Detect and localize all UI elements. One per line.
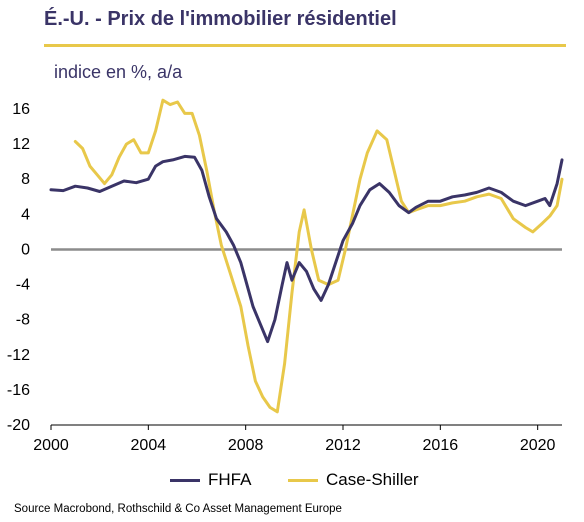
legend-case-shiller-swatch — [288, 479, 318, 483]
y-tick-label: -12 — [7, 347, 30, 364]
y-axis-label: indice en %, a/a — [54, 62, 183, 82]
x-tick-label: 2008 — [228, 437, 264, 454]
y-tick-label: 0 — [21, 241, 30, 258]
y-tick-label: -20 — [7, 417, 30, 434]
legend-fhfa-label: FHFA — [208, 470, 252, 489]
legend-case-shiller-label: Case-Shiller — [326, 470, 419, 489]
case-shiller-series-line — [73, 98, 564, 414]
x-tick-label: 2020 — [520, 437, 556, 454]
y-tick-label: 12 — [12, 136, 30, 153]
x-tick-label: 2012 — [325, 437, 361, 454]
y-tick-label: 16 — [12, 101, 30, 118]
y-tick-label: -16 — [7, 382, 30, 399]
y-tick-label: 4 — [21, 206, 30, 223]
chart-title: É.-U. - Prix de l'immobilier résidentiel — [44, 8, 397, 30]
x-tick-label: 2000 — [33, 437, 69, 454]
legend-case-shiller: Case-Shiller — [288, 470, 419, 490]
legend-fhfa-swatch — [170, 479, 200, 483]
source-note: Source Macrobond, Rothschild & Co Asset … — [14, 503, 342, 515]
x-tick-label: 2016 — [423, 437, 459, 454]
y-tick-label: -4 — [16, 277, 30, 294]
fhfa-series-line — [49, 154, 564, 344]
title-rule — [44, 44, 566, 47]
y-tick-label: -8 — [16, 312, 30, 329]
legend-fhfa: FHFA — [170, 470, 251, 490]
x-tick-label: 2004 — [131, 437, 167, 454]
y-tick-label: 8 — [21, 171, 30, 188]
